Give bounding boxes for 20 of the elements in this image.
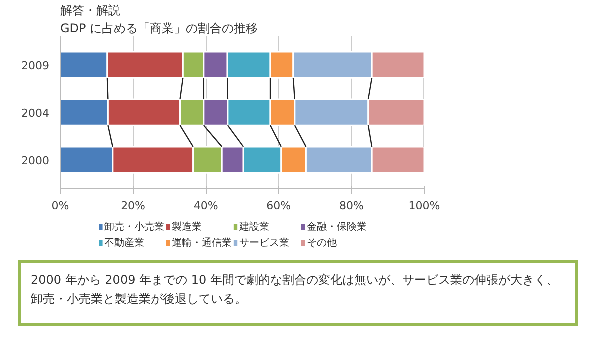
legend-label: 不動産業 bbox=[104, 237, 145, 249]
chart-title: 解答・解説 bbox=[60, 4, 120, 18]
text: 2000 年から 2009 年までの 10 年間で劇的な割合の変化は無いが、サービス業の伸張が大きく、卸売・小売業と製造業が後退している。 bbox=[31, 272, 560, 308]
chart-subtitle: GDP に占める「商業」の割合の推移 bbox=[60, 22, 258, 36]
legend-label: 卸売・小売業 bbox=[104, 221, 165, 233]
legend-label: 金融・保険業 bbox=[306, 221, 367, 233]
legend-label: 建設業 bbox=[238, 221, 270, 233]
y-tick-label: 2000 bbox=[22, 154, 50, 168]
x-tick-label: 40% bbox=[194, 200, 218, 212]
x-tick-label: 60% bbox=[266, 200, 292, 212]
x-tick-label: 80% bbox=[339, 200, 364, 212]
legend-label: 製造業 bbox=[172, 221, 202, 233]
x-tick-label: 20% bbox=[121, 200, 146, 212]
legend-label: 運輸・通信業 bbox=[172, 237, 232, 249]
legend-label: サービス業 bbox=[239, 237, 290, 249]
y-tick-label: 2004 bbox=[22, 107, 50, 120]
x-tick-label: 100% bbox=[408, 200, 440, 212]
x-tick-label: 0% bbox=[52, 200, 70, 212]
legend-label: その他 bbox=[306, 237, 337, 249]
y-tick-label: 2009 bbox=[22, 60, 50, 72]
